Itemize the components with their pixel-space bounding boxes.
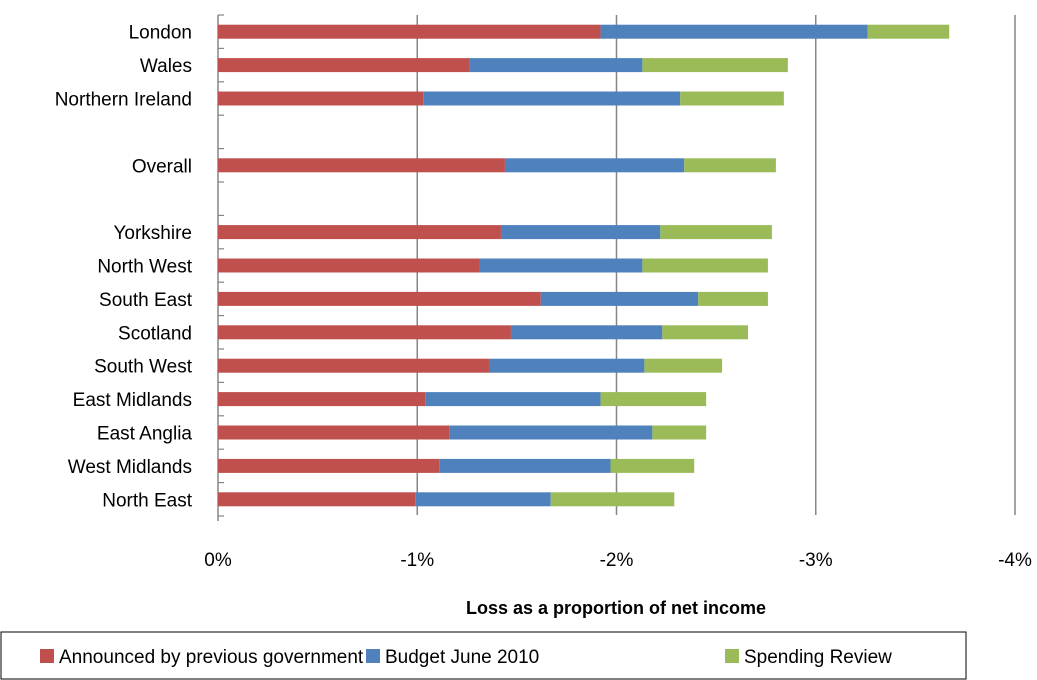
bar-segment [218, 158, 505, 173]
bar-segment [660, 225, 772, 240]
category-label: East Midlands [73, 390, 192, 411]
bar-segment [867, 24, 950, 39]
bar-segment [644, 358, 723, 373]
bar-segment [218, 58, 470, 73]
bar-segment [218, 458, 440, 473]
bar-segment [218, 24, 601, 39]
legend-label: Announced by previous government [59, 647, 364, 668]
legend-label: Spending Review [744, 647, 892, 668]
bar-segment [504, 158, 685, 173]
bar-segment [642, 58, 788, 73]
x-tick-label: -3% [799, 550, 833, 571]
legend-swatch [725, 649, 739, 663]
category-label: West Midlands [68, 457, 192, 478]
bar-segment [600, 392, 707, 407]
x-axis-title: Loss as a proportion of net income [466, 598, 766, 618]
bar-segment [479, 258, 643, 273]
bar-segment [425, 392, 601, 407]
category-label: North West [97, 257, 192, 278]
category-label: Wales [140, 56, 192, 77]
bar-segment [218, 392, 426, 407]
bar-segment [610, 458, 695, 473]
bar-segment [662, 325, 749, 340]
legend-swatch [40, 649, 54, 663]
category-label: London [129, 23, 192, 44]
legend-swatch [366, 649, 380, 663]
bar-segment [218, 91, 424, 106]
category-label: East Anglia [97, 424, 192, 445]
bar-segment [218, 258, 480, 273]
category-label: North East [102, 490, 192, 511]
bar-segment [218, 492, 416, 507]
bar-segment [540, 291, 699, 306]
bar-segment [218, 325, 511, 340]
x-tick-label: -4% [998, 550, 1032, 571]
bar-segment [500, 225, 661, 240]
bar-segment [218, 225, 501, 240]
x-tick-label: 0% [204, 550, 232, 571]
bar-segment [218, 425, 450, 440]
bar-segment [469, 58, 643, 73]
legend-label: Budget June 2010 [385, 647, 539, 668]
legend-box [0, 631, 967, 680]
bar-segment [680, 91, 784, 106]
category-label: Yorkshire [113, 223, 192, 244]
bar-segment [218, 358, 489, 373]
category-label: South West [94, 357, 193, 378]
category-label: Scotland [118, 323, 192, 344]
bar-segment [652, 425, 707, 440]
x-tick-label: -2% [600, 550, 634, 571]
bar-segment [415, 492, 551, 507]
category-label: Overall [132, 156, 192, 177]
x-tick-label: -1% [400, 550, 434, 571]
bar-segment [510, 325, 663, 340]
bar-segment [218, 291, 541, 306]
bar-segment [423, 91, 681, 106]
bar-segment [600, 24, 868, 39]
bar-segment [698, 291, 768, 306]
category-label: South East [99, 290, 193, 311]
bar-segment [488, 358, 645, 373]
bar-segment [439, 458, 611, 473]
bar-segment [550, 492, 675, 507]
bar-segment [642, 258, 768, 273]
bar-segment [684, 158, 776, 173]
bar-segment [449, 425, 653, 440]
category-label: Northern Ireland [55, 90, 192, 111]
